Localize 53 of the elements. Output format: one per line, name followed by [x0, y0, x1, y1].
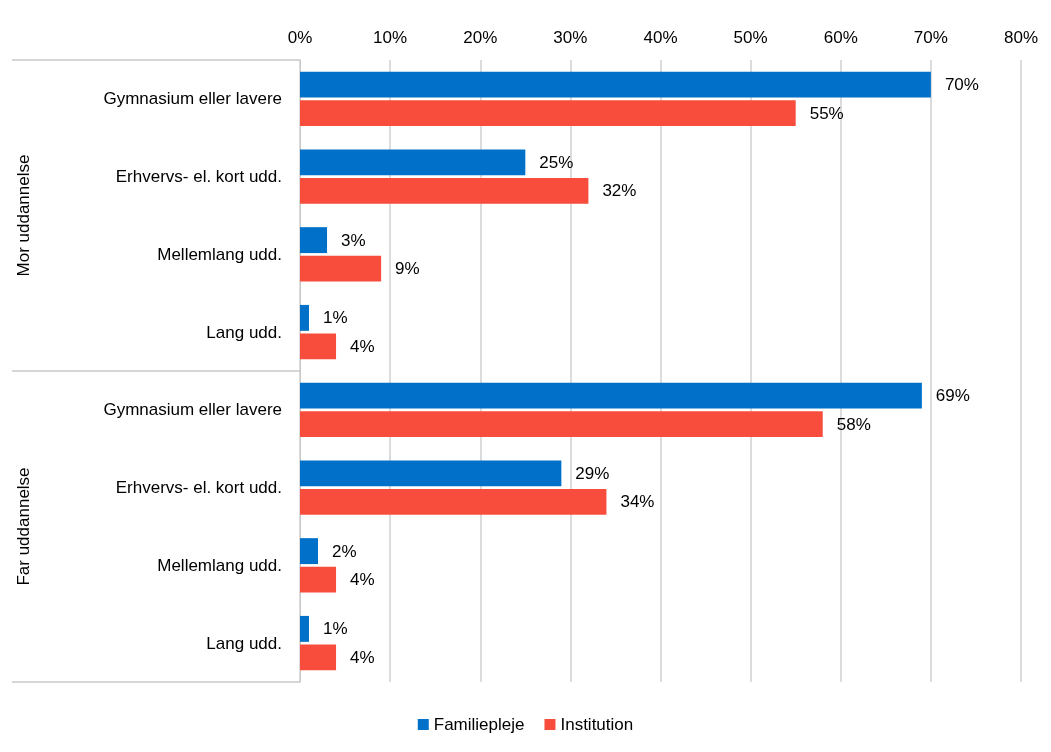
- y-tick-label: Erhvervs- el. kort udd.: [115, 167, 282, 187]
- bar: [300, 488, 607, 515]
- data-label: 34%: [620, 492, 655, 512]
- y-tick-label: Mellemlang udd.: [157, 244, 282, 264]
- y-tick-label: Lang udd.: [206, 322, 282, 342]
- data-label: 58%: [836, 414, 871, 434]
- bar: [300, 177, 589, 204]
- bar: [300, 100, 796, 127]
- legend-label: Institution: [560, 715, 634, 734]
- bar: [300, 227, 328, 254]
- bar: [300, 382, 922, 409]
- data-label: 9%: [395, 259, 420, 279]
- x-tick-label: 10%: [373, 28, 408, 47]
- x-tick-label: 20%: [463, 28, 498, 47]
- x-tick-label: 0%: [287, 28, 313, 47]
- legend-label: Familiepleje: [433, 715, 525, 734]
- y-tick-label: Lang udd.: [206, 633, 282, 653]
- x-tick-label: 50%: [733, 28, 768, 47]
- data-label: 25%: [539, 152, 574, 172]
- data-label: 4%: [350, 570, 375, 590]
- data-label: 1%: [323, 619, 348, 639]
- x-tick-label: 60%: [823, 28, 858, 47]
- bar: [300, 255, 382, 282]
- bar: [300, 566, 337, 593]
- bar: [300, 538, 319, 565]
- x-tick-label: 80%: [1003, 28, 1039, 47]
- data-label: 70%: [944, 75, 979, 95]
- bar: [300, 304, 310, 331]
- y-tick-label: Mellemlang udd.: [157, 555, 282, 575]
- text: Mor uddannelse: [14, 154, 33, 277]
- data-label: 4%: [350, 647, 375, 667]
- data-label: 69%: [935, 386, 970, 406]
- data-label: 32%: [602, 181, 637, 201]
- data-label: 1%: [323, 308, 348, 328]
- bar: [300, 149, 526, 176]
- y-tick-label: Gymnasium eller lavere: [103, 89, 282, 109]
- bar: [300, 333, 337, 360]
- data-label: 55%: [809, 103, 844, 123]
- data-label: 2%: [332, 541, 357, 561]
- bar: [300, 460, 562, 487]
- bar: [300, 411, 823, 438]
- data-label: 29%: [575, 463, 610, 483]
- text: Far uddannelse: [14, 467, 33, 586]
- data-label: 3%: [341, 230, 366, 250]
- bar: [300, 71, 931, 98]
- bar: [300, 615, 310, 642]
- bar: [300, 644, 337, 671]
- x-tick-label: 70%: [913, 28, 948, 47]
- data-label: 4%: [350, 336, 375, 356]
- y-tick-label: Erhvervs- el. kort udd.: [115, 478, 282, 498]
- x-tick-label: 30%: [553, 28, 588, 47]
- y-tick-label: Gymnasium eller lavere: [103, 400, 282, 420]
- x-tick-label: 40%: [643, 28, 678, 47]
